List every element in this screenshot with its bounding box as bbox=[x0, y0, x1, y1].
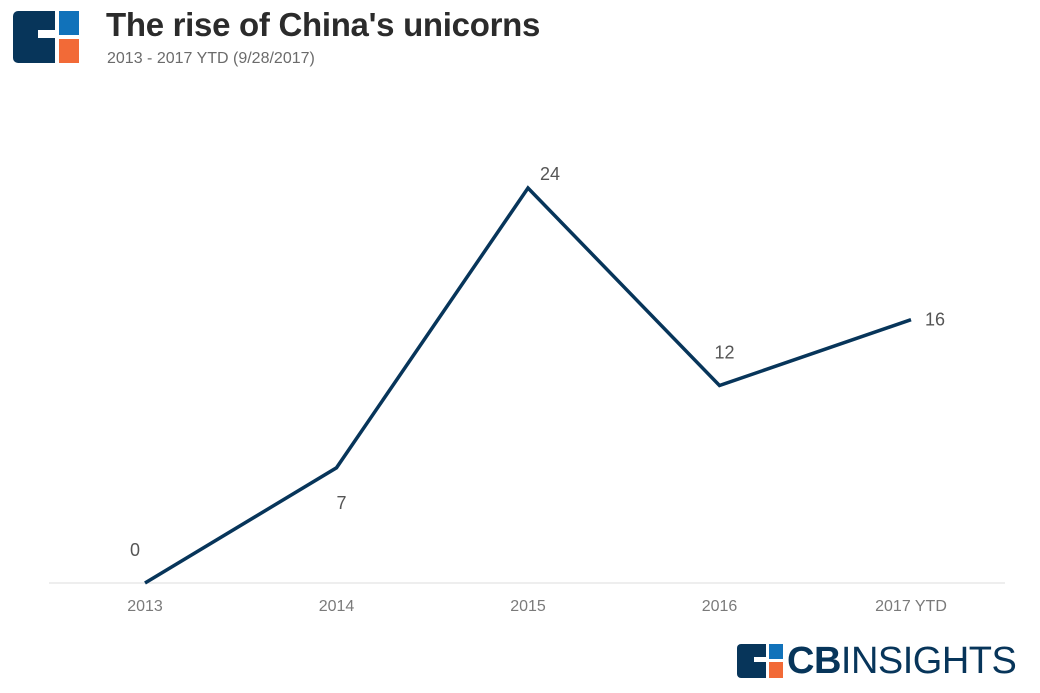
x-tick-label: 2014 bbox=[319, 598, 355, 615]
x-axis: 2013 2014 2015 2016 2017 YTD bbox=[49, 582, 1005, 615]
chart-header: The rise of China's unicorns 2013 - 2017… bbox=[0, 0, 1040, 80]
x-tick-label: 2016 bbox=[702, 598, 738, 615]
data-label: 24 bbox=[540, 164, 560, 184]
brand-insights: INSIGHTS bbox=[840, 640, 1017, 682]
data-label: 0 bbox=[130, 540, 140, 560]
series-line bbox=[144, 185, 912, 585]
data-label: 7 bbox=[336, 493, 346, 513]
cb-insights-logo-icon bbox=[13, 11, 79, 63]
data-labels: 0 7 24 12 16 bbox=[130, 164, 945, 560]
data-label: 16 bbox=[925, 310, 945, 330]
data-label: 12 bbox=[714, 343, 734, 363]
x-tick-label: 2015 bbox=[510, 598, 546, 615]
brand-cb: CB bbox=[787, 640, 841, 682]
cb-insights-brand: CBINSIGHTS bbox=[737, 640, 1022, 682]
cb-insights-brand-icon bbox=[737, 644, 783, 678]
line-chart: 2013 2014 2015 2016 2017 YTD 0 7 24 12 16 bbox=[49, 164, 1005, 615]
x-tick-label: 2013 bbox=[127, 598, 163, 615]
series-layer bbox=[144, 185, 912, 585]
chart-subtitle: 2013 - 2017 YTD (9/28/2017) bbox=[107, 50, 315, 67]
chart-title: The rise of China's unicorns bbox=[106, 6, 541, 43]
x-tick-label: 2017 YTD bbox=[875, 598, 947, 615]
brand-wordmark: CBINSIGHTS bbox=[787, 639, 1017, 683]
